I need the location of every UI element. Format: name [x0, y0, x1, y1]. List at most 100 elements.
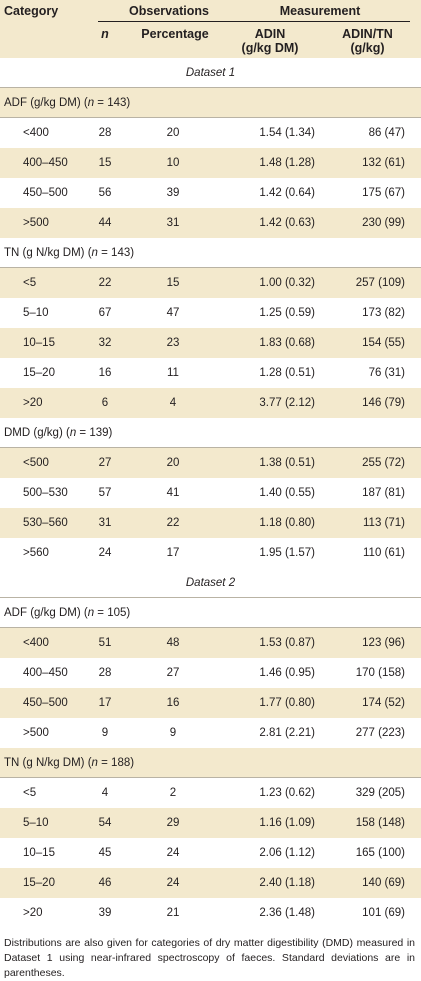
adin-tn-cell: 154 (55) — [362, 337, 405, 349]
adin-cell: 2.81 (2.21) — [259, 727, 315, 739]
percentage-cell: 22 — [166, 517, 180, 529]
group-name: TN (g N/kg DM) ( — [4, 757, 92, 769]
percentage-cell: 39 — [166, 187, 180, 199]
category-cell: 400–450 — [23, 157, 68, 169]
group-name: ADF (g/kg DM) ( — [4, 607, 88, 619]
category-cell: 400–450 — [23, 667, 68, 679]
data-table: Category Observations n Percentage Measu… — [0, 0, 421, 928]
adin-tn-cell: 76 (31) — [368, 367, 405, 379]
group-row: ADF (g/kg DM) (n = 143) — [0, 88, 421, 118]
group-label: TN (g N/kg DM) (n = 188) — [4, 748, 134, 778]
adin-cell: 1.48 (1.28) — [259, 157, 315, 169]
table-body: Dataset 1 ADF (g/kg DM) (n = 143) <400 28 20… — [0, 58, 421, 928]
table-row: <5 22 15 1.00 (0.32) 257 (109) — [0, 268, 421, 298]
category-cell: 530–560 — [23, 517, 68, 529]
group-n-symbol: n — [91, 757, 98, 769]
n-cell: 17 — [98, 697, 112, 709]
adin-cell: 1.23 (0.62) — [259, 787, 315, 799]
adin-cell: 2.06 (1.12) — [259, 847, 315, 859]
n-cell: 56 — [98, 187, 112, 199]
group-n-symbol: n — [91, 247, 98, 259]
group-label: ADF (g/kg DM) (n = 105) — [4, 598, 130, 628]
table-row: >500 9 9 2.81 (2.21) 277 (223) — [0, 718, 421, 748]
category-cell: >500 — [23, 217, 49, 229]
header-category: Category — [4, 4, 59, 18]
table-row: <5 4 2 1.23 (0.62) 329 (205) — [0, 778, 421, 808]
header-adin-label: ADIN — [254, 27, 286, 41]
n-cell: 28 — [98, 127, 112, 139]
adin-cell: 1.46 (0.95) — [259, 667, 315, 679]
n-cell: 54 — [98, 817, 112, 829]
group-row: ADF (g/kg DM) (n = 105) — [0, 598, 421, 628]
table-row: 530–560 31 22 1.18 (0.80) 113 (71) — [0, 508, 421, 538]
category-cell: >20 — [23, 907, 43, 919]
adin-cell: 1.42 (0.63) — [259, 217, 315, 229]
header-observations-rule — [98, 21, 240, 22]
adin-tn-cell: 158 (148) — [355, 817, 405, 829]
adin-cell: 1.42 (0.64) — [259, 187, 315, 199]
n-cell: 9 — [101, 727, 109, 739]
adin-cell: 1.77 (0.80) — [259, 697, 315, 709]
header-measurement: Measurement — [279, 4, 361, 18]
table-row: 10–15 45 24 2.06 (1.12) 165 (100) — [0, 838, 421, 868]
adin-cell: 1.25 (0.59) — [259, 307, 315, 319]
percentage-cell: 23 — [166, 337, 180, 349]
dataset-heading-row: Dataset 2 — [0, 568, 421, 598]
adin-tn-cell: 174 (52) — [362, 697, 405, 709]
adin-cell: 1.00 (0.32) — [259, 277, 315, 289]
table-row: 10–15 32 23 1.83 (0.68) 154 (55) — [0, 328, 421, 358]
percentage-cell: 41 — [166, 487, 180, 499]
percentage-cell: 47 — [166, 307, 180, 319]
category-cell: >20 — [23, 397, 43, 409]
table-row: <500 27 20 1.38 (0.51) 255 (72) — [0, 448, 421, 478]
category-cell: <5 — [23, 277, 37, 289]
table-row: <400 28 20 1.54 (1.34) 86 (47) — [0, 118, 421, 148]
header-adin: ADIN (g/kg DM) — [225, 27, 315, 55]
n-cell: 44 — [98, 217, 112, 229]
group-count: = 105) — [94, 607, 131, 619]
percentage-cell: 20 — [166, 457, 180, 469]
percentage-cell: 10 — [166, 157, 180, 169]
table-row: 5–10 54 29 1.16 (1.09) 158 (148) — [0, 808, 421, 838]
table-row: 5–10 67 47 1.25 (0.59) 173 (82) — [0, 298, 421, 328]
n-cell: 67 — [98, 307, 112, 319]
category-cell: 450–500 — [23, 187, 68, 199]
adin-tn-cell: 257 (109) — [355, 277, 405, 289]
adin-tn-cell: 187 (81) — [362, 487, 405, 499]
percentage-cell: 17 — [166, 547, 180, 559]
percentage-cell: 31 — [166, 217, 180, 229]
category-cell: <500 — [23, 457, 49, 469]
category-cell: <5 — [23, 787, 37, 799]
adin-tn-cell: 140 (69) — [362, 877, 405, 889]
table-row: 15–20 16 11 1.28 (0.51) 76 (31) — [0, 358, 421, 388]
category-cell: 5–10 — [23, 817, 49, 829]
n-cell: 31 — [98, 517, 112, 529]
adin-cell: 1.18 (0.80) — [259, 517, 315, 529]
adin-cell: 2.36 (1.48) — [259, 907, 315, 919]
adin-tn-cell: 132 (61) — [362, 157, 405, 169]
header-observations: Observations — [129, 4, 209, 18]
adin-tn-cell: 173 (82) — [362, 307, 405, 319]
group-count: = 188) — [97, 757, 135, 769]
group-name: ADF (g/kg DM) ( — [4, 97, 88, 109]
header-adintn: ADIN/TN (g/kg) — [330, 27, 405, 55]
table-row: >500 44 31 1.42 (0.63) 230 (99) — [0, 208, 421, 238]
percentage-cell: 24 — [166, 847, 180, 859]
category-cell: 10–15 — [23, 847, 55, 859]
table-row: 500–530 57 41 1.40 (0.55) 187 (81) — [0, 478, 421, 508]
percentage-cell: 15 — [166, 277, 180, 289]
table-row: 400–450 28 27 1.46 (0.95) 170 (158) — [0, 658, 421, 688]
n-cell: 32 — [98, 337, 112, 349]
table-row: <400 51 48 1.53 (0.87) 123 (96) — [0, 628, 421, 658]
adin-tn-cell: 113 (71) — [363, 517, 405, 529]
n-cell: 4 — [101, 787, 109, 799]
adin-tn-cell: 110 (61) — [363, 547, 405, 559]
n-cell: 22 — [98, 277, 112, 289]
n-cell: 51 — [98, 637, 112, 649]
header-adintn-label: ADIN/TN — [342, 27, 393, 41]
adin-tn-cell: 146 (79) — [362, 397, 405, 409]
category-cell: 5–10 — [23, 307, 49, 319]
header-n: n — [101, 27, 109, 41]
adin-cell: 1.54 (1.34) — [259, 127, 315, 139]
group-name: TN (g N/kg DM) ( — [4, 247, 92, 259]
